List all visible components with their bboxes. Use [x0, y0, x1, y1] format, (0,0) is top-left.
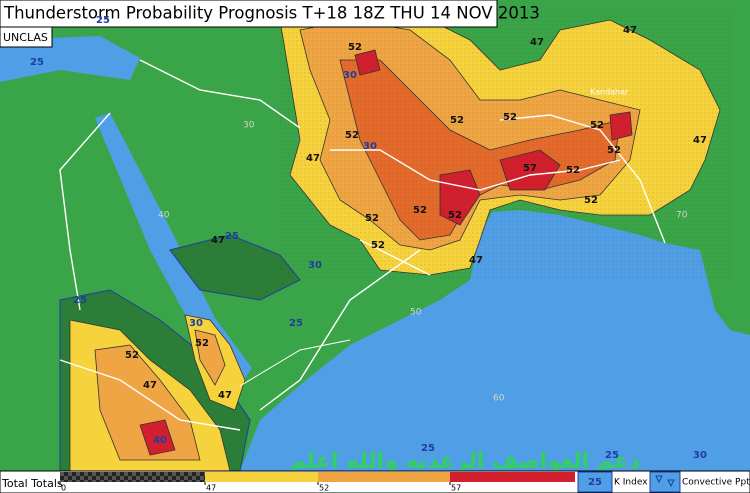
tt-52-area: [194, 329, 226, 386]
contour-label: 52: [125, 350, 139, 361]
contour-label: 47: [211, 235, 225, 246]
contour-label: 52: [450, 115, 464, 126]
k-index-label: K Index: [614, 478, 648, 488]
contour-label: 52: [566, 165, 580, 176]
classification: UNCLAS: [3, 31, 48, 44]
contour-label: 47: [143, 380, 157, 391]
legend-swatch: [450, 472, 575, 482]
contour-label: 52: [348, 42, 362, 53]
scale-tick-label: 57: [451, 484, 461, 493]
tt-57-area: [139, 419, 176, 456]
legend-swatch: [318, 472, 450, 482]
title: Thunderstorm Probability Prognosis T+18 …: [3, 4, 540, 23]
contour-label: 30: [343, 70, 357, 81]
contour-label: 25: [421, 443, 435, 454]
contour-label: 47: [306, 153, 320, 164]
contour-label: 25: [605, 450, 619, 461]
contour-label: 52: [365, 213, 379, 224]
watermark: دعم العواصف الرعديه والله اعلم: [290, 449, 641, 474]
contour-label: 25: [289, 318, 303, 329]
contour-label: 47: [530, 37, 544, 48]
classification-box: [0, 26, 53, 48]
contour-label: 52: [448, 210, 462, 221]
scale-tick-label: 0: [61, 484, 66, 493]
coastline: [239, 339, 351, 387]
contour-label: 30: [363, 141, 377, 152]
convective-swatch: [649, 471, 681, 493]
place-label: Kandahar: [590, 88, 629, 97]
tt-52-area: [94, 344, 201, 461]
grid-label: 50: [410, 308, 422, 318]
grid-label: 70: [676, 211, 688, 221]
contour-label: 40: [153, 435, 167, 446]
contour-label: 25: [96, 15, 110, 26]
contour-label: 57: [523, 163, 537, 174]
k-index-swatch: [577, 471, 613, 493]
contour-label: 25: [225, 231, 239, 242]
grid-label: 60: [493, 394, 505, 404]
legend-swatch: [60, 472, 205, 482]
scale-tick-label: 52: [319, 484, 329, 493]
legend-swatch: [205, 472, 318, 482]
contour-label: 52: [371, 240, 385, 251]
grid-label: 30: [243, 121, 255, 131]
grid-label: 40: [158, 211, 170, 221]
contour-label: 47: [693, 135, 707, 146]
contour-label: 47: [469, 255, 483, 266]
contour-label: 52: [345, 130, 359, 141]
title-box: [0, 0, 498, 28]
contour-label: 52: [503, 112, 517, 123]
contour-label: 30: [693, 450, 707, 461]
contour-label: 30: [189, 318, 203, 329]
convective-overlay: [280, 10, 730, 280]
borders: [59, 59, 666, 431]
contour-label: 25: [30, 57, 44, 68]
convective-label: Convective Pptn: [682, 478, 750, 488]
contour-label: 52: [607, 145, 621, 156]
contour-label: 25: [73, 295, 87, 306]
contour-label: 52: [413, 205, 427, 216]
legend-title: Total Totals: [1, 477, 63, 490]
contour-label: 47: [623, 25, 637, 36]
scale-tick-label: 47: [206, 484, 216, 493]
contour-label: 52: [590, 120, 604, 131]
contour-label: 52: [584, 195, 598, 206]
contour-label: 47: [218, 390, 232, 401]
k-index-value: 25: [588, 477, 602, 488]
contour-label: 30: [308, 260, 322, 271]
convective-symbol: [655, 475, 675, 488]
contour-label: 52: [195, 338, 209, 349]
